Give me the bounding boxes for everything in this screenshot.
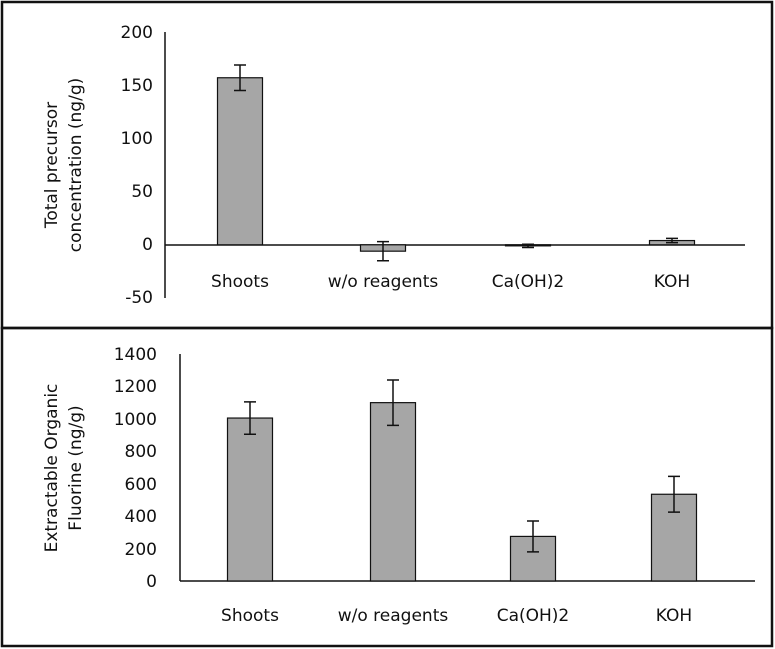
error-bar-koh-top [666, 237, 678, 244]
y-tick-label: 0 [146, 572, 157, 592]
y-tick-label: 0 [142, 235, 153, 255]
error-bar-wo-reagents-top [377, 240, 389, 262]
panel-frame-bottom [0, 326, 774, 648]
x-category-label: Ca(OH)2 [492, 272, 565, 292]
x-category-label: Ca(OH)2 [497, 606, 570, 626]
y-tick-label: 50 [131, 182, 153, 202]
y-tick-label: 150 [121, 76, 153, 96]
x-category-label: KOH [656, 606, 692, 626]
error-bar-wo-reagents-bottom [387, 379, 399, 427]
y-tick-label: 800 [125, 442, 157, 462]
y-tick-label: 200 [121, 23, 153, 43]
bar-wo-reagents-bottom [369, 402, 417, 582]
y-tick-label: 600 [125, 475, 157, 495]
y-tick-label: 1200 [114, 377, 157, 397]
chart-bottom: Extractable Organic Fluorine (ng/g) 0 20… [42, 345, 755, 626]
x-category-label: w/o reagents [338, 606, 449, 626]
error-bar-shoots-bottom [244, 401, 256, 436]
y-tick-label: 1400 [114, 345, 157, 365]
y-tick-label: 400 [125, 507, 157, 527]
x-category-label: KOH [654, 272, 690, 292]
y-tick-label: -50 [125, 288, 153, 308]
y-tick-label: 200 [125, 540, 157, 560]
error-bar-koh-bottom [668, 475, 680, 513]
error-bar-caoh2-bottom [527, 520, 539, 553]
bar-shoots-top [216, 77, 264, 246]
x-category-label: Shoots [211, 272, 269, 292]
x-category-label: Shoots [221, 606, 279, 626]
y-axis-label-bottom-line2: Fluorine (ng/g) [66, 405, 86, 530]
error-bar-caoh2-top [522, 243, 534, 249]
y-tick-label: 100 [121, 129, 153, 149]
y-axis-label-top-line2: concentration (ng/g) [66, 78, 86, 253]
error-bar-shoots-top [234, 64, 246, 92]
x-category-label: w/o reagents [328, 272, 439, 292]
y-axis-label-bottom-line1: Extractable Organic [42, 384, 62, 553]
y-tick-label: 1000 [114, 410, 157, 430]
y-axis-label-top-line1: Total precursor [42, 102, 62, 229]
bar-shoots-bottom [226, 417, 274, 582]
chart-top: Total precursor concentration (ng/g) -50… [42, 23, 745, 308]
